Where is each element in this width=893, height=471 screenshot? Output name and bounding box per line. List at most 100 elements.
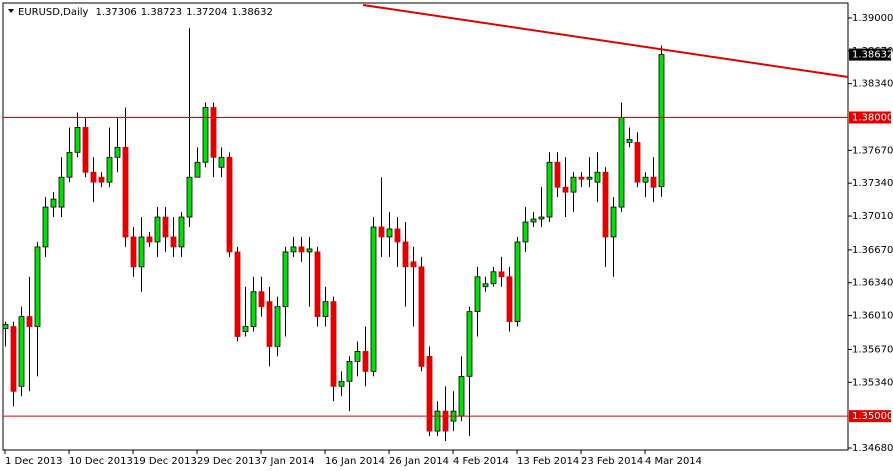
candle-body bbox=[426, 356, 433, 432]
candle-body bbox=[194, 161, 201, 178]
candle-body bbox=[538, 216, 545, 220]
trend-line bbox=[362, 4, 849, 78]
candle-body bbox=[114, 146, 121, 158]
candle-body bbox=[482, 283, 489, 288]
candle-body bbox=[466, 311, 473, 377]
candle-body bbox=[378, 226, 385, 238]
y-tick-label: 1.39000 bbox=[852, 13, 893, 24]
y-tick-label: 1.36340 bbox=[852, 278, 893, 289]
candle-body bbox=[178, 216, 185, 248]
candle-body bbox=[546, 161, 553, 218]
candle-body bbox=[202, 107, 209, 163]
candle-body bbox=[2, 324, 9, 329]
candle-body bbox=[498, 271, 505, 278]
current-price-label: 1.38632 bbox=[852, 50, 893, 61]
candle-body bbox=[474, 276, 481, 313]
candle-body bbox=[570, 176, 577, 193]
candle-body bbox=[370, 226, 377, 372]
candle-body bbox=[226, 156, 233, 253]
candle-body bbox=[306, 248, 313, 253]
price-label-box bbox=[849, 410, 891, 423]
candle-body bbox=[338, 380, 345, 387]
candle-body bbox=[394, 228, 401, 243]
symbol: EURUSD,Daily bbox=[18, 7, 89, 18]
candle-body bbox=[98, 176, 105, 183]
candle-body bbox=[402, 241, 409, 268]
candle-body bbox=[362, 351, 369, 372]
x-tick-label: 19 Dec 2013 bbox=[133, 456, 197, 467]
header: EURUSD,Daily 1.37306 1.38723 1.37204 1.38632 bbox=[18, 7, 273, 18]
candle-body bbox=[530, 218, 537, 223]
candle-body bbox=[90, 171, 97, 183]
candle-body bbox=[234, 251, 241, 337]
candle-body bbox=[434, 410, 441, 432]
high-value: 1.38723 bbox=[141, 7, 182, 18]
candle-body bbox=[242, 326, 249, 332]
y-tick-label: 1.38340 bbox=[852, 79, 893, 90]
price-label-box bbox=[849, 111, 891, 124]
candle-body bbox=[386, 228, 393, 238]
candle-body bbox=[618, 117, 625, 208]
y-tick-label: 1.36010 bbox=[852, 311, 893, 322]
candle-body bbox=[42, 206, 49, 248]
candle-body bbox=[418, 266, 425, 367]
candle-body bbox=[506, 276, 513, 322]
candle-body bbox=[186, 176, 193, 218]
x-tick-label: 1 Dec 2013 bbox=[5, 456, 63, 467]
candle-body bbox=[562, 186, 569, 193]
candle-body bbox=[354, 351, 361, 362]
candle-body bbox=[490, 271, 497, 285]
y-tick-label: 1.34680 bbox=[852, 443, 893, 454]
candle-body bbox=[658, 54, 665, 187]
candle-body bbox=[458, 375, 465, 417]
x-tick-label: 10 Dec 2013 bbox=[69, 456, 133, 467]
candle-body bbox=[514, 241, 521, 322]
candle-body bbox=[282, 251, 289, 308]
menu-triangle bbox=[8, 9, 14, 13]
candle-body bbox=[578, 176, 585, 180]
x-tick-label: 16 Jan 2014 bbox=[325, 456, 385, 467]
x-tick-label: 4 Feb 2014 bbox=[453, 456, 509, 467]
candle-body bbox=[50, 198, 57, 208]
candle-body bbox=[170, 236, 177, 248]
candle-body bbox=[210, 107, 217, 158]
candle-body bbox=[602, 171, 609, 238]
candle-body bbox=[106, 156, 113, 183]
candle-body bbox=[122, 146, 129, 238]
low-value: 1.37204 bbox=[186, 7, 227, 18]
candle-body bbox=[442, 410, 449, 432]
candle-body bbox=[130, 236, 137, 268]
x-tick-label: 4 Mar 2014 bbox=[645, 456, 702, 467]
x-tick-label: 26 Jan 2014 bbox=[389, 456, 449, 467]
candle-body bbox=[290, 246, 297, 253]
y-tick-label: 1.37010 bbox=[852, 211, 893, 222]
candle-body bbox=[330, 301, 337, 387]
candle-body bbox=[586, 176, 593, 180]
candle-body bbox=[314, 251, 321, 317]
y-tick-label: 1.35670 bbox=[852, 344, 893, 355]
candle-body bbox=[82, 127, 89, 173]
candle-body bbox=[146, 236, 153, 243]
marks bbox=[2, 27, 665, 442]
candle-body bbox=[10, 326, 17, 392]
y-tick-label: 1.37670 bbox=[852, 145, 893, 156]
candle-body bbox=[58, 176, 65, 208]
candle-body bbox=[594, 171, 601, 183]
candle-body bbox=[322, 301, 329, 317]
candle-body bbox=[274, 306, 281, 347]
plot-frame bbox=[2, 2, 849, 451]
x-tick-label: 29 Dec 2013 bbox=[197, 456, 261, 467]
candle-body bbox=[626, 138, 633, 143]
candle-body bbox=[610, 206, 617, 238]
candle-body bbox=[162, 216, 169, 238]
open-value: 1.37306 bbox=[95, 7, 136, 18]
candle-body bbox=[26, 316, 33, 327]
candle-body bbox=[34, 246, 41, 327]
candle-body bbox=[138, 236, 145, 268]
x-tick-label: 13 Feb 2014 bbox=[517, 456, 579, 467]
price-label: 1.35000 bbox=[852, 411, 893, 422]
candle-body bbox=[642, 176, 649, 183]
candle-body bbox=[554, 161, 561, 188]
candle-body bbox=[74, 127, 81, 153]
